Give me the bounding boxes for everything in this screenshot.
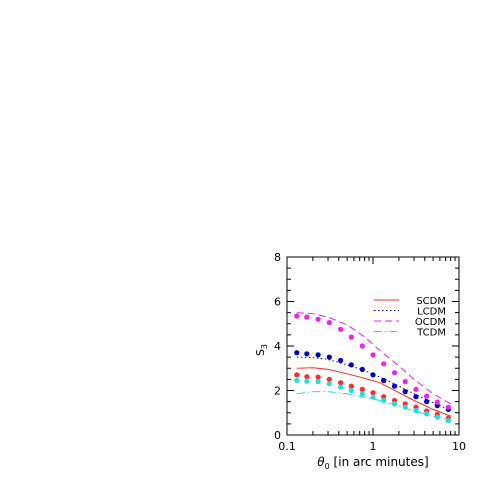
data-point-lcdm: [402, 389, 408, 395]
x-tick-label: 1: [370, 440, 377, 453]
data-point-ocdm: [338, 326, 344, 332]
data-point-lcdm: [315, 352, 321, 358]
data-point-lcdm: [370, 372, 376, 378]
data-point-tcdm: [424, 411, 430, 417]
data-point-tcdm: [338, 384, 344, 390]
data-point-tcdm: [370, 394, 376, 400]
data-point-tcdm: [315, 379, 321, 385]
data-point-ocdm: [294, 313, 300, 319]
data-point-tcdm: [294, 377, 300, 384]
series-layer: [294, 312, 451, 424]
data-point-lcdm: [381, 377, 387, 384]
legend-label-scdm: SCDM: [416, 296, 446, 307]
data-point-ocdm: [381, 361, 387, 367]
data-point-tcdm: [348, 387, 354, 394]
x-axis-label-subscript: 0: [325, 462, 330, 471]
y-tick-label: 8: [274, 251, 281, 264]
y-tick-label: 2: [274, 385, 281, 398]
data-point-lcdm: [348, 362, 354, 368]
series-line-ocdm: [296, 312, 451, 405]
y-tick-labels: 0 2 4 6 8: [274, 251, 281, 442]
series-line-scdm: [296, 367, 451, 417]
data-point-tcdm: [402, 404, 408, 410]
legend-label-lcdm: LCDM: [417, 307, 446, 318]
data-point-ocdm: [391, 370, 398, 376]
data-point-scdm: [315, 374, 321, 380]
data-point-ocdm: [348, 334, 354, 340]
data-point-scdm: [370, 390, 376, 396]
data-point-ocdm: [315, 316, 321, 322]
y-tick-label: 6: [274, 296, 281, 309]
x-axis-label-text: [in arc minutes]: [330, 455, 429, 469]
plot-frame: [286, 256, 460, 436]
x-axis-label: θ0 [in arc minutes]: [317, 455, 428, 471]
data-point-lcdm: [359, 366, 365, 372]
data-point-ocdm: [304, 314, 310, 320]
data-point-tcdm: [413, 407, 419, 414]
x-axis-label-symbol: θ: [317, 455, 325, 469]
data-point-lcdm: [326, 354, 332, 360]
y-tick-label: 4: [274, 340, 281, 353]
legend-label-ocdm: OCDM: [415, 317, 446, 328]
axis-ticks: [286, 256, 459, 436]
y-axis-label-subscript: 3: [260, 344, 269, 349]
data-point-scdm: [359, 386, 365, 392]
data-point-tcdm: [359, 391, 365, 397]
data-point-ocdm: [359, 343, 365, 349]
data-point-tcdm: [391, 401, 398, 407]
data-point-tcdm: [326, 381, 332, 387]
data-point-lcdm: [391, 383, 398, 389]
data-point-ocdm: [370, 352, 376, 358]
data-point-ocdm: [402, 379, 408, 385]
data-point-lcdm: [304, 351, 310, 357]
data-point-scdm: [381, 394, 387, 400]
data-point-lcdm: [424, 399, 430, 405]
y-axis-label: S3: [254, 344, 269, 356]
data-point-scdm: [294, 372, 300, 378]
data-point-scdm: [338, 380, 344, 386]
data-point-scdm: [348, 383, 354, 389]
data-point-lcdm: [294, 350, 300, 356]
data-point-ocdm: [424, 393, 430, 399]
y-axis-label-symbol: S: [254, 349, 267, 356]
data-point-scdm: [304, 374, 310, 380]
series-line-tcdm: [296, 391, 451, 421]
data-point-lcdm: [413, 394, 419, 400]
data-point-ocdm: [445, 404, 451, 410]
x-tick-label: 10: [452, 440, 466, 453]
x-tick-label: 0.1: [278, 440, 296, 453]
y-tick-label: 0: [274, 429, 281, 442]
x-tick-labels: 0.1 1 10: [278, 440, 466, 453]
data-point-tcdm: [381, 397, 387, 404]
data-point-ocdm: [413, 386, 419, 392]
data-point-tcdm: [304, 378, 310, 384]
legend-label-tcdm: TCDM: [416, 328, 446, 339]
data-point-tcdm: [434, 414, 440, 420]
data-point-scdm: [326, 376, 332, 382]
data-point-tcdm: [445, 417, 451, 424]
data-point-ocdm: [434, 399, 440, 405]
data-point-lcdm: [338, 357, 344, 364]
data-point-ocdm: [326, 320, 332, 326]
